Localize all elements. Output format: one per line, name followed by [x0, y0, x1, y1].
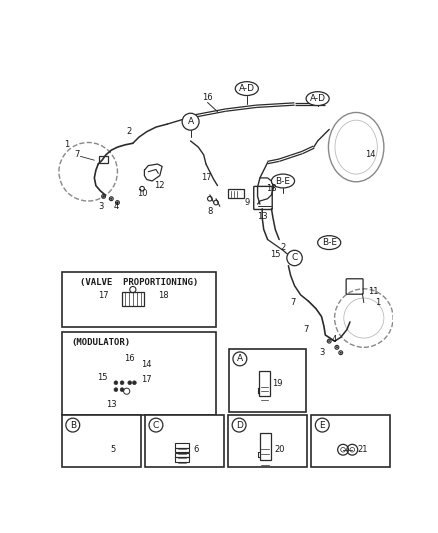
- Text: 15: 15: [97, 373, 107, 382]
- Text: 2: 2: [280, 243, 286, 252]
- FancyBboxPatch shape: [62, 272, 216, 327]
- Circle shape: [120, 387, 124, 392]
- FancyBboxPatch shape: [229, 349, 306, 412]
- Text: 17: 17: [141, 375, 152, 384]
- Circle shape: [114, 381, 118, 385]
- Ellipse shape: [306, 92, 329, 106]
- Text: 7: 7: [304, 325, 309, 334]
- Ellipse shape: [235, 82, 258, 95]
- Text: 3: 3: [98, 202, 103, 211]
- Circle shape: [132, 381, 136, 385]
- Text: 11: 11: [368, 287, 378, 296]
- Circle shape: [66, 418, 80, 432]
- Text: 14: 14: [141, 360, 152, 369]
- Text: 13: 13: [106, 400, 117, 409]
- Text: 17: 17: [201, 173, 212, 182]
- Text: 21: 21: [357, 445, 367, 454]
- Text: B-E: B-E: [321, 238, 337, 247]
- Circle shape: [315, 418, 329, 432]
- Text: A-D: A-D: [239, 84, 255, 93]
- Circle shape: [182, 113, 199, 130]
- Text: (MODULATOR): (MODULATOR): [71, 338, 131, 347]
- Text: 9: 9: [244, 198, 249, 207]
- Text: 1: 1: [64, 140, 69, 149]
- FancyBboxPatch shape: [311, 415, 390, 467]
- Text: 5: 5: [110, 445, 116, 454]
- Circle shape: [232, 418, 246, 432]
- Text: (VALVE  PROPORTIONING): (VALVE PROPORTIONING): [80, 278, 198, 287]
- FancyBboxPatch shape: [62, 415, 141, 467]
- Circle shape: [128, 381, 132, 385]
- FancyBboxPatch shape: [228, 415, 307, 467]
- Circle shape: [114, 387, 118, 392]
- Circle shape: [120, 381, 124, 385]
- Text: 7: 7: [290, 298, 296, 307]
- Text: C: C: [291, 254, 298, 262]
- Text: 10: 10: [137, 189, 147, 198]
- Ellipse shape: [272, 174, 294, 188]
- Text: 18: 18: [266, 184, 277, 193]
- Circle shape: [287, 251, 302, 265]
- Text: 1: 1: [375, 298, 380, 307]
- Text: 16: 16: [124, 353, 134, 362]
- Text: 12: 12: [155, 181, 165, 190]
- Text: 15: 15: [270, 251, 281, 260]
- FancyBboxPatch shape: [145, 415, 224, 467]
- Text: 3: 3: [319, 348, 324, 357]
- Text: C: C: [153, 421, 159, 430]
- Text: 17: 17: [98, 291, 109, 300]
- Text: B: B: [70, 421, 76, 430]
- Text: D: D: [236, 421, 243, 430]
- Text: 4: 4: [113, 202, 119, 211]
- Text: 20: 20: [274, 445, 284, 454]
- Text: 18: 18: [158, 291, 169, 300]
- Circle shape: [340, 352, 342, 353]
- Text: 8: 8: [207, 207, 212, 216]
- Circle shape: [328, 341, 330, 342]
- Circle shape: [117, 202, 118, 203]
- Text: 7: 7: [75, 150, 80, 159]
- Text: 4: 4: [332, 335, 337, 344]
- Text: 13: 13: [257, 212, 268, 221]
- FancyBboxPatch shape: [62, 332, 216, 415]
- Text: 19: 19: [272, 379, 283, 388]
- Ellipse shape: [318, 236, 341, 249]
- Circle shape: [233, 352, 247, 366]
- Text: B-E: B-E: [276, 176, 290, 185]
- Text: A: A: [187, 117, 194, 126]
- Text: 6: 6: [193, 445, 199, 454]
- Text: E: E: [319, 421, 325, 430]
- Text: 2: 2: [127, 127, 132, 136]
- Text: A-D: A-D: [310, 94, 325, 103]
- Circle shape: [110, 198, 112, 199]
- Circle shape: [103, 196, 104, 197]
- Circle shape: [149, 418, 163, 432]
- Circle shape: [336, 346, 338, 348]
- Text: A: A: [237, 354, 243, 364]
- Text: 14: 14: [365, 150, 375, 159]
- Text: 16: 16: [202, 93, 213, 102]
